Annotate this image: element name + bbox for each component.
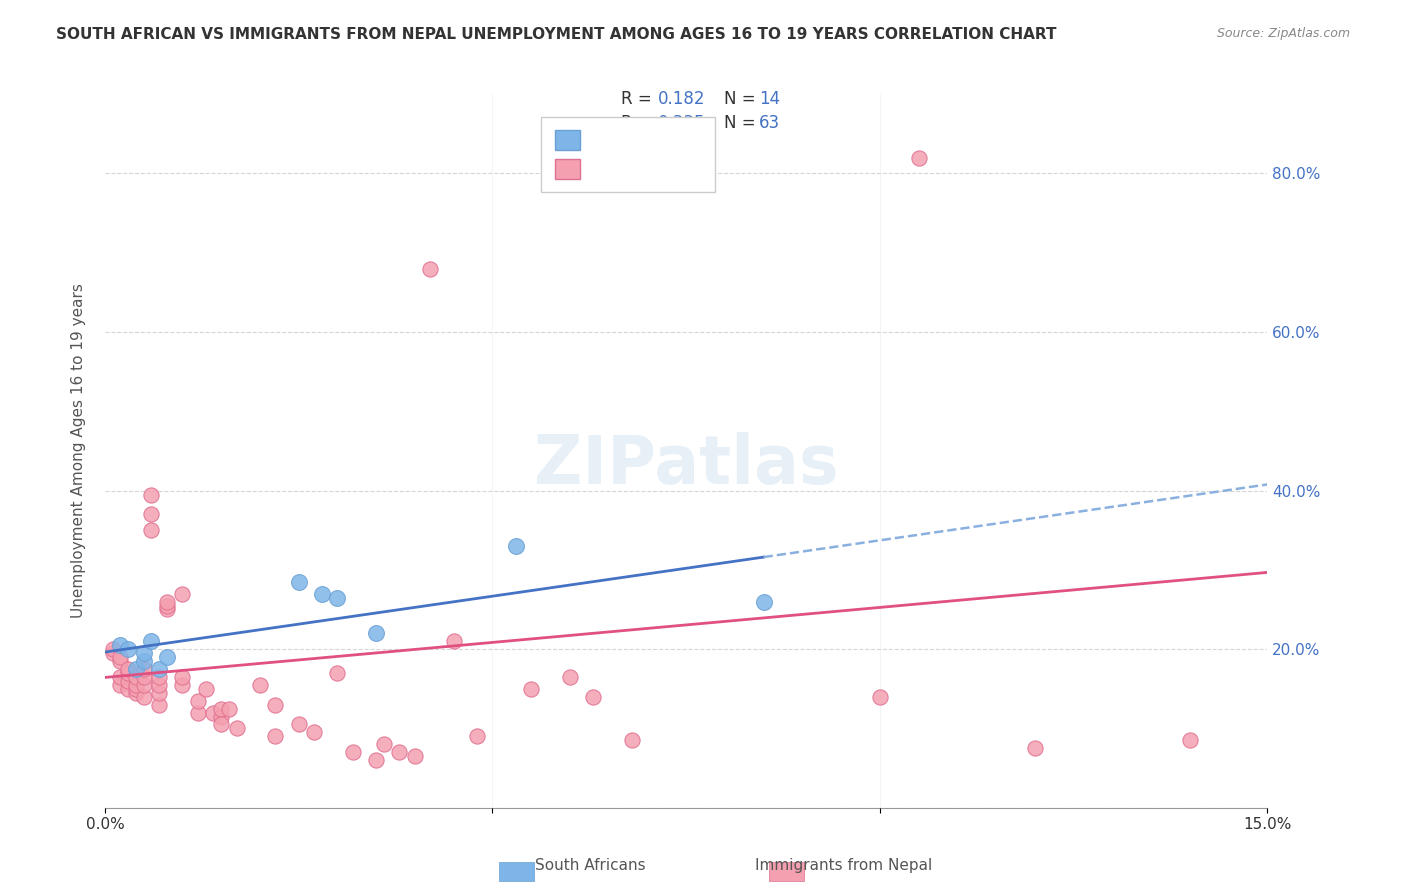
Point — [287, 717, 309, 731]
Point — [132, 654, 155, 668]
Point — [110, 650, 132, 665]
Text: SOUTH AFRICAN VS IMMIGRANTS FROM NEPAL UNEMPLOYMENT AMONG AGES 16 TO 19 YEARS CO: SOUTH AFRICAN VS IMMIGRANTS FROM NEPAL U… — [56, 27, 1057, 42]
Point — [125, 670, 148, 684]
Point — [752, 594, 775, 608]
Text: Source: ZipAtlas.com: Source: ZipAtlas.com — [1216, 27, 1350, 40]
Point — [287, 574, 309, 589]
Point — [187, 693, 209, 707]
Point — [558, 670, 581, 684]
Point — [505, 539, 527, 553]
Text: South Africans: South Africans — [536, 858, 645, 872]
Point — [520, 681, 543, 696]
Text: Immigrants from Nepal: Immigrants from Nepal — [755, 858, 932, 872]
Point — [194, 681, 217, 696]
Point — [1024, 741, 1046, 756]
Point — [907, 151, 929, 165]
Point — [132, 670, 155, 684]
Point — [148, 698, 170, 712]
Point — [326, 665, 349, 680]
Point — [110, 654, 132, 668]
Point — [582, 690, 605, 704]
Point — [141, 487, 163, 501]
Text: ZIPatlas: ZIPatlas — [534, 432, 838, 498]
Point — [202, 706, 225, 720]
Point — [156, 602, 179, 616]
Point — [110, 638, 132, 652]
Point — [110, 678, 132, 692]
Point — [172, 586, 194, 600]
Point — [869, 690, 891, 704]
Text: N =: N = — [724, 114, 755, 132]
Point — [141, 508, 163, 522]
Point — [465, 729, 488, 743]
Point — [148, 670, 170, 684]
Text: 0.335: 0.335 — [658, 114, 706, 132]
Point — [366, 753, 388, 767]
Text: 14: 14 — [759, 90, 780, 108]
Point — [620, 733, 643, 747]
Point — [110, 670, 132, 684]
Point — [117, 642, 139, 657]
Point — [148, 686, 170, 700]
Point — [132, 646, 155, 660]
Point — [404, 749, 426, 764]
Text: R =: R = — [621, 90, 652, 108]
Point — [101, 642, 124, 657]
Text: R =: R = — [621, 114, 652, 132]
Point — [141, 634, 163, 648]
Point — [125, 662, 148, 676]
Point — [187, 706, 209, 720]
Text: 63: 63 — [759, 114, 780, 132]
Point — [302, 725, 325, 739]
Point — [132, 690, 155, 704]
Point — [141, 523, 163, 537]
Point — [249, 678, 271, 692]
Point — [443, 634, 465, 648]
Point — [132, 662, 155, 676]
Point — [326, 591, 349, 605]
Point — [373, 737, 395, 751]
Point — [264, 698, 287, 712]
Point — [156, 599, 179, 613]
Point — [388, 745, 411, 759]
Point — [209, 709, 232, 723]
Text: 0.182: 0.182 — [658, 90, 706, 108]
Point — [156, 650, 179, 665]
Point — [117, 673, 139, 688]
Point — [125, 678, 148, 692]
Point — [264, 729, 287, 743]
Point — [117, 681, 139, 696]
Point — [132, 678, 155, 692]
Point — [125, 686, 148, 700]
Point — [218, 701, 240, 715]
Y-axis label: Unemployment Among Ages 16 to 19 years: Unemployment Among Ages 16 to 19 years — [72, 284, 86, 618]
Text: N =: N = — [724, 90, 755, 108]
Point — [148, 678, 170, 692]
Point — [311, 586, 333, 600]
Point — [117, 665, 139, 680]
Point — [419, 261, 441, 276]
Point — [172, 678, 194, 692]
Point — [125, 681, 148, 696]
Point — [675, 151, 697, 165]
Point — [1178, 733, 1201, 747]
Point — [117, 662, 139, 676]
Point — [342, 745, 364, 759]
Point — [209, 717, 232, 731]
Point — [148, 662, 170, 676]
Point — [225, 722, 247, 736]
Point — [172, 670, 194, 684]
Point — [156, 594, 179, 608]
Legend: placeholder1, placeholder2: placeholder1, placeholder2 — [541, 117, 714, 193]
Point — [366, 626, 388, 640]
Point — [209, 701, 232, 715]
Point — [101, 646, 124, 660]
